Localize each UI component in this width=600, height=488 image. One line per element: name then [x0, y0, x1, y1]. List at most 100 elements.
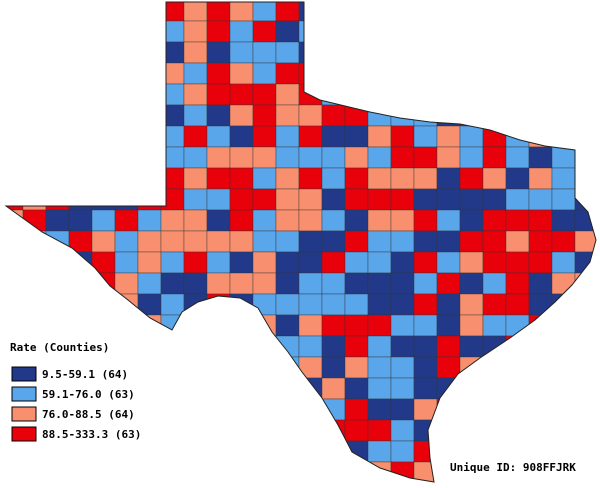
county	[6, 272, 24, 295]
county	[252, 398, 277, 421]
county	[390, 188, 415, 211]
county	[367, 62, 392, 85]
county	[206, 461, 231, 482]
county	[206, 62, 231, 85]
unique-id: Unique ID: 908FFJRK	[450, 461, 576, 474]
county	[229, 377, 254, 400]
county	[206, 251, 231, 274]
legend-swatch	[11, 426, 37, 442]
county	[505, 83, 530, 106]
county	[367, 272, 392, 295]
county	[321, 356, 346, 379]
county	[344, 398, 369, 421]
county	[574, 62, 596, 85]
county	[505, 146, 530, 169]
county	[183, 2, 208, 22]
county	[367, 146, 392, 169]
county	[482, 167, 507, 190]
county	[298, 230, 323, 253]
county	[206, 230, 231, 253]
county	[137, 398, 162, 421]
county	[551, 125, 576, 148]
county	[252, 2, 277, 22]
county	[22, 251, 47, 274]
county	[459, 251, 484, 274]
county	[505, 398, 530, 421]
county	[505, 167, 530, 190]
county	[321, 41, 346, 64]
county	[137, 41, 162, 64]
county	[114, 104, 139, 127]
county	[91, 461, 116, 482]
county	[206, 125, 231, 148]
county	[22, 146, 47, 169]
county	[160, 251, 185, 274]
county	[22, 83, 47, 106]
county	[45, 62, 70, 85]
county	[321, 2, 346, 22]
county	[344, 272, 369, 295]
county	[68, 167, 93, 190]
county	[91, 230, 116, 253]
county	[528, 377, 553, 400]
county	[436, 41, 461, 64]
county	[206, 188, 231, 211]
county	[528, 272, 553, 295]
county	[298, 62, 323, 85]
county	[68, 2, 93, 22]
county	[413, 2, 438, 22]
county	[436, 251, 461, 274]
county	[22, 314, 47, 337]
county	[69, 483, 92, 488]
county	[390, 251, 415, 274]
county	[321, 62, 346, 85]
county	[344, 41, 369, 64]
county	[344, 104, 369, 127]
county	[206, 272, 231, 295]
county	[114, 188, 139, 211]
county	[529, 483, 552, 488]
county	[114, 41, 139, 64]
county	[114, 2, 139, 22]
county	[22, 272, 47, 295]
county	[437, 483, 460, 488]
county	[252, 83, 277, 106]
county	[482, 293, 507, 316]
county	[298, 293, 323, 316]
county	[321, 335, 346, 358]
county	[137, 146, 162, 169]
county	[183, 125, 208, 148]
county	[68, 272, 93, 295]
county	[160, 146, 185, 169]
county	[229, 83, 254, 106]
county	[459, 2, 484, 22]
county	[183, 209, 208, 232]
county	[367, 335, 392, 358]
county	[230, 483, 253, 488]
county	[275, 20, 300, 43]
county	[298, 251, 323, 274]
county	[321, 188, 346, 211]
county	[137, 2, 162, 22]
county	[459, 146, 484, 169]
county	[551, 335, 576, 358]
county	[413, 209, 438, 232]
county	[137, 293, 162, 316]
county	[206, 356, 231, 379]
county	[459, 272, 484, 295]
county	[275, 188, 300, 211]
county	[68, 83, 93, 106]
county	[551, 83, 576, 106]
county	[574, 440, 596, 463]
county	[183, 167, 208, 190]
county	[367, 2, 392, 22]
county	[45, 83, 70, 106]
county	[252, 419, 277, 442]
county	[252, 356, 277, 379]
county	[45, 104, 70, 127]
county	[160, 188, 185, 211]
county	[22, 293, 47, 316]
county	[252, 146, 277, 169]
county	[528, 104, 553, 127]
county	[574, 335, 596, 358]
